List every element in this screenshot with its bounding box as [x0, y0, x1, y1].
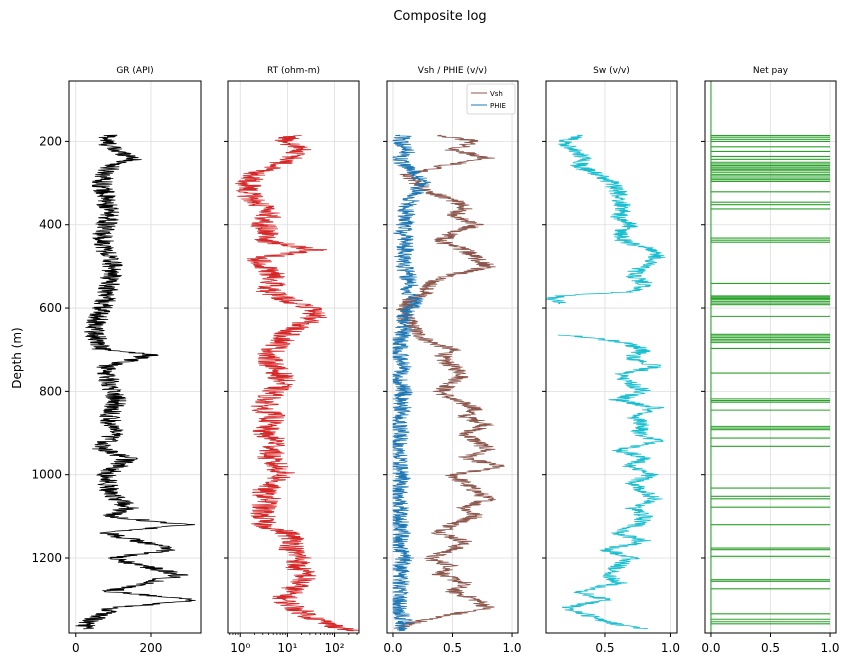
- legend: Vsh PHIE: [466, 83, 516, 115]
- y-tick-label: 600: [39, 301, 62, 315]
- track-sw: Sw (v/v) 0.5 1.0: [542, 66, 680, 655]
- track-title: Vsh / PHIE (v/v): [418, 66, 487, 76]
- x-tick-label: 0.5: [443, 641, 462, 655]
- log-tracks: GR (API) 0 200 200 400 600 800 1000 1200 RT (ohm-…: [31, 66, 839, 655]
- track-gr: GR (API) 0 200 200 400 600 800 1000 1200: [31, 66, 202, 655]
- x-tick-label: 1.0: [502, 641, 521, 655]
- y-tick-label: 1200: [31, 551, 62, 565]
- track-rt: RT (ohm-m) 10⁰ 10¹ 10²: [224, 66, 360, 655]
- series-line-sw: [557, 334, 665, 630]
- track-title: Sw (v/v): [593, 66, 630, 76]
- x-tick-label: 10¹: [277, 641, 297, 655]
- track-vsh_phie: Vsh / PHIE (v/v) 0.0 0.5 1.0 Vsh PHIE: [383, 66, 522, 655]
- x-tick-label: 200: [140, 641, 163, 655]
- x-tick-label: 1.0: [820, 641, 839, 655]
- x-tick-label: 0.5: [595, 641, 614, 655]
- legend-label: Vsh: [490, 90, 503, 98]
- track-data: [235, 135, 359, 632]
- x-tick-label: 0: [72, 641, 80, 655]
- track-grid: [69, 81, 201, 633]
- track-title: RT (ohm-m): [267, 66, 320, 76]
- chart-title: Composite log: [393, 9, 486, 24]
- y-tick-label: 1000: [31, 468, 62, 482]
- x-tick-label: 10⁰: [230, 641, 250, 655]
- track-frame: [227, 80, 360, 634]
- series-line-sw: [546, 134, 666, 305]
- x-tick-label: 1.0: [661, 641, 680, 655]
- x-tick-label: 0.0: [383, 641, 402, 655]
- track-frame: [68, 80, 202, 634]
- y-tick-label: 800: [39, 384, 62, 398]
- legend-label: PHIE: [490, 102, 506, 110]
- x-tick-label: 10²: [325, 641, 345, 655]
- track-data: [546, 134, 666, 630]
- x-tick-label: 0.5: [761, 641, 780, 655]
- track-data: [75, 134, 196, 630]
- x-tick-label: 0.0: [701, 641, 720, 655]
- series-line-vsh: [393, 134, 505, 630]
- track-frame: [545, 80, 678, 634]
- series-line-phie: [392, 134, 432, 632]
- series-line-gr: [75, 134, 196, 630]
- track-grid: [228, 81, 359, 633]
- track-data: [392, 134, 505, 632]
- track-title: GR (API): [116, 66, 153, 76]
- track-title: Net pay: [753, 66, 789, 76]
- track-netpay: Net pay 0.0 0.5 1.0: [701, 66, 840, 655]
- series-line-rt: [235, 135, 359, 632]
- track-data: [710, 81, 831, 633]
- y-axis-label: Depth (m): [10, 327, 24, 388]
- legend-box: [466, 83, 516, 115]
- y-tick-label: 400: [39, 218, 62, 232]
- y-tick-label: 200: [39, 134, 62, 148]
